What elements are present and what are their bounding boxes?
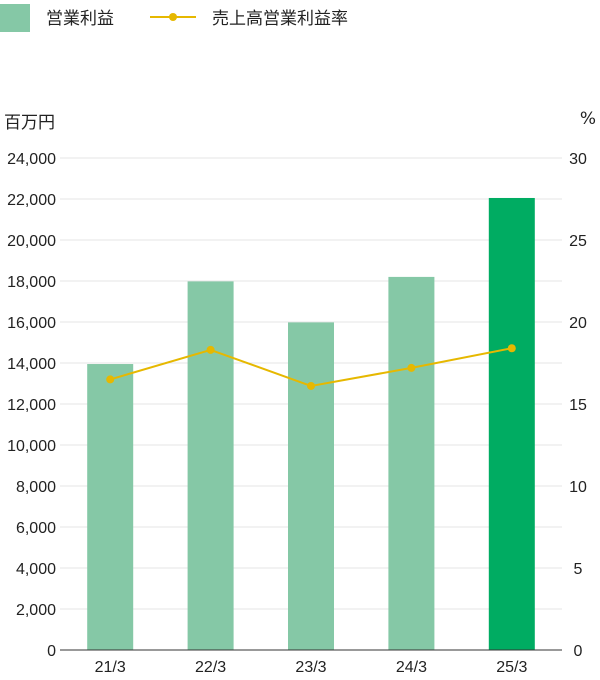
left-tick-label: 20,000 xyxy=(7,233,56,250)
category-label: 22/3 xyxy=(195,659,226,676)
left-axis-unit: 百万円 xyxy=(4,113,55,133)
category-label: 21/3 xyxy=(95,659,126,676)
bars xyxy=(87,197,535,650)
left-tick-label: 4,000 xyxy=(16,561,56,578)
bar xyxy=(187,281,234,650)
left-tick-label: 14,000 xyxy=(7,356,56,373)
right-tick-label: 5 xyxy=(574,561,583,578)
right-axis-ticks: 0 5 10 15 20 25 30 xyxy=(569,151,587,660)
legend-line-marker xyxy=(169,13,177,21)
legend-bar-swatch xyxy=(0,4,30,32)
left-tick-label: 12,000 xyxy=(7,397,56,414)
legend-line-label: 売上高営業利益率 xyxy=(212,9,348,29)
legend-bar-label: 営業利益 xyxy=(46,9,114,29)
left-tick-label: 10,000 xyxy=(7,438,56,455)
left-tick-label: 2,000 xyxy=(16,602,56,619)
ratio-point xyxy=(307,381,315,390)
left-tick-label: 22,000 xyxy=(7,192,56,209)
left-axis-ticks: 0 2,000 4,000 6,000 8,000 10,000 12,000 14,000 1… xyxy=(7,151,56,660)
bar xyxy=(488,197,535,650)
ratio-point xyxy=(507,344,516,353)
left-tick-label: 24,000 xyxy=(7,151,56,168)
right-tick-label: 15 xyxy=(569,397,587,414)
bar xyxy=(388,276,435,650)
right-tick-label: 20 xyxy=(569,315,587,332)
left-tick-label: 8,000 xyxy=(16,479,56,496)
ratio-point xyxy=(407,363,416,372)
ratio-line xyxy=(106,344,516,390)
category-label: 25/3 xyxy=(496,659,527,676)
bar xyxy=(87,364,134,650)
left-tick-label: 16,000 xyxy=(7,315,56,332)
ratio-point xyxy=(206,345,215,354)
right-axis-unit: % xyxy=(580,109,596,129)
right-tick-label: 10 xyxy=(569,479,587,496)
left-tick-label: 0 xyxy=(47,643,56,660)
right-tick-label: 25 xyxy=(569,233,587,250)
right-tick-label: 30 xyxy=(569,151,587,168)
category-label: 24/3 xyxy=(396,659,427,676)
x-axis-labels: 21/3 22/3 23/3 24/3 25/3 xyxy=(95,659,528,676)
right-tick-label: 0 xyxy=(574,643,583,660)
bar xyxy=(288,322,334,650)
legend: 営業利益 売上高営業利益率 xyxy=(0,4,348,32)
ratio-point xyxy=(106,375,115,384)
left-tick-label: 18,000 xyxy=(7,274,56,291)
left-tick-label: 6,000 xyxy=(16,520,56,537)
category-label: 23/3 xyxy=(295,659,326,676)
